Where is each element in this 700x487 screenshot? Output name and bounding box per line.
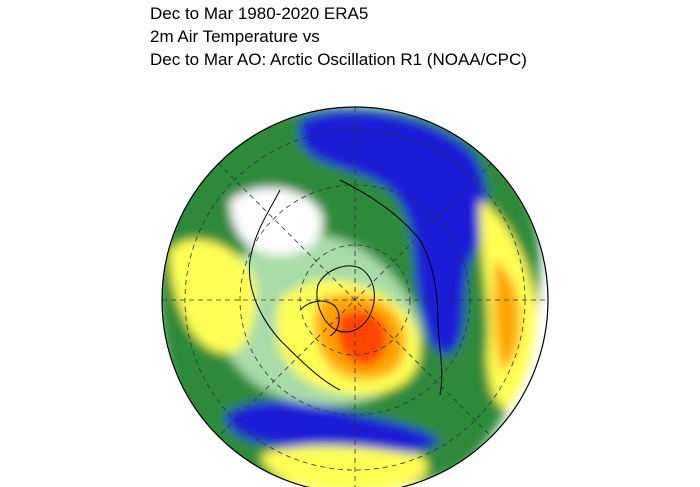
south-yellow-region bbox=[260, 445, 428, 487]
map-disk bbox=[161, 106, 549, 487]
temperature-correlation-field bbox=[162, 107, 540, 487]
title-line-2: 2m Air Temperature vs bbox=[150, 27, 320, 46]
north-africa-blue-region bbox=[225, 401, 440, 455]
greenland-coast bbox=[316, 265, 375, 333]
north-america-coast bbox=[248, 189, 341, 391]
eurasia-blue-region bbox=[300, 111, 487, 355]
title-line-3: Dec to Mar AO: Arctic Oscillation R1 (NO… bbox=[150, 50, 527, 69]
graticule bbox=[162, 107, 548, 487]
meridian-4 bbox=[217, 162, 493, 438]
eurasia-coast bbox=[339, 179, 443, 396]
east-orange-region bbox=[494, 260, 520, 370]
map-title: Dec to Mar 1980-2020 ERA5 2m Air Tempera… bbox=[150, 2, 527, 71]
coastlines bbox=[248, 179, 443, 396]
title-line-1: Dec to Mar 1980-2020 ERA5 bbox=[150, 4, 369, 23]
map-border bbox=[161, 106, 549, 487]
west-yellow-region bbox=[169, 239, 257, 354]
europe-coast bbox=[299, 300, 340, 337]
